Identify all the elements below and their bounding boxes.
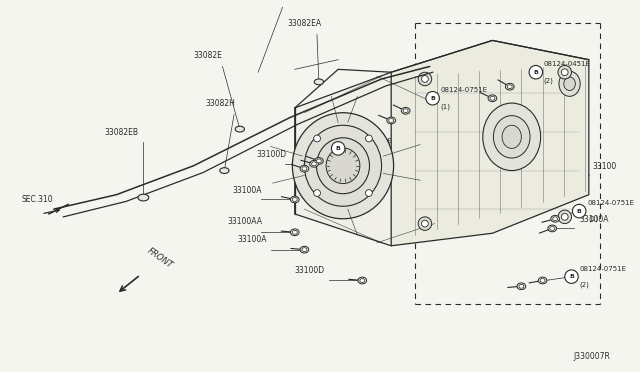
Ellipse shape <box>292 198 297 201</box>
Circle shape <box>314 135 321 142</box>
Ellipse shape <box>548 225 557 232</box>
Ellipse shape <box>551 215 559 222</box>
Ellipse shape <box>559 71 580 96</box>
Ellipse shape <box>310 160 318 167</box>
Text: (2): (2) <box>579 282 589 288</box>
Text: B: B <box>430 96 435 101</box>
Text: B: B <box>569 274 574 279</box>
Ellipse shape <box>326 148 360 184</box>
Text: 33082EB: 33082EB <box>104 128 138 137</box>
Ellipse shape <box>360 279 365 282</box>
Ellipse shape <box>292 113 394 219</box>
Ellipse shape <box>387 117 396 124</box>
Text: 33100A: 33100A <box>579 215 609 224</box>
Circle shape <box>422 220 428 227</box>
Ellipse shape <box>358 277 367 284</box>
Circle shape <box>558 210 572 224</box>
Circle shape <box>314 190 321 196</box>
Polygon shape <box>391 41 589 246</box>
Ellipse shape <box>553 217 557 221</box>
Ellipse shape <box>314 158 323 164</box>
Circle shape <box>418 72 432 86</box>
Text: FRONT: FRONT <box>145 246 174 270</box>
Circle shape <box>529 65 543 79</box>
Circle shape <box>558 65 572 79</box>
Text: (1): (1) <box>346 153 356 160</box>
Ellipse shape <box>302 167 307 171</box>
Text: 33100AA: 33100AA <box>227 218 262 227</box>
Ellipse shape <box>493 116 530 158</box>
Circle shape <box>332 142 345 155</box>
Ellipse shape <box>300 165 308 172</box>
Circle shape <box>572 204 586 218</box>
Ellipse shape <box>305 125 381 206</box>
Text: 08124-0451E: 08124-0451E <box>346 138 393 144</box>
Text: 08124-0751E: 08124-0751E <box>579 266 626 272</box>
Ellipse shape <box>488 95 497 102</box>
Text: (2): (2) <box>543 77 554 84</box>
Ellipse shape <box>508 85 512 89</box>
Ellipse shape <box>312 162 316 166</box>
Ellipse shape <box>388 119 394 122</box>
Text: 33100: 33100 <box>593 161 617 171</box>
Text: B: B <box>533 70 538 75</box>
Circle shape <box>422 76 428 82</box>
Text: 08124-0751E: 08124-0751E <box>588 200 635 206</box>
Ellipse shape <box>302 248 307 251</box>
Circle shape <box>365 135 372 142</box>
Ellipse shape <box>540 279 545 282</box>
Circle shape <box>418 217 432 230</box>
Ellipse shape <box>401 108 410 114</box>
Ellipse shape <box>292 230 297 234</box>
Ellipse shape <box>316 159 321 163</box>
Text: 08124-0451E: 08124-0451E <box>543 61 591 67</box>
Text: B: B <box>336 146 340 151</box>
Ellipse shape <box>220 168 229 173</box>
Ellipse shape <box>291 229 299 235</box>
Text: SEC.310: SEC.310 <box>22 195 53 204</box>
Text: 33082EA: 33082EA <box>287 19 321 28</box>
Circle shape <box>564 270 579 283</box>
Ellipse shape <box>235 126 244 132</box>
Text: 33100A: 33100A <box>232 186 262 195</box>
Text: 33100A: 33100A <box>237 235 266 244</box>
Ellipse shape <box>291 196 299 203</box>
Circle shape <box>561 214 568 220</box>
Text: J330007R: J330007R <box>573 352 610 360</box>
Ellipse shape <box>517 283 525 290</box>
Text: (1): (1) <box>588 216 598 222</box>
Ellipse shape <box>316 138 369 194</box>
Text: 33100D: 33100D <box>256 150 286 159</box>
Text: 33100D: 33100D <box>295 266 325 275</box>
Circle shape <box>561 69 568 76</box>
Circle shape <box>365 190 372 196</box>
Circle shape <box>426 92 440 105</box>
Ellipse shape <box>403 109 408 113</box>
Ellipse shape <box>138 194 148 201</box>
Ellipse shape <box>502 125 522 148</box>
Text: B: B <box>577 209 582 214</box>
Ellipse shape <box>490 96 495 100</box>
Ellipse shape <box>564 77 575 90</box>
Ellipse shape <box>538 277 547 284</box>
Ellipse shape <box>483 103 541 171</box>
Ellipse shape <box>314 79 323 85</box>
Text: (1): (1) <box>440 103 451 110</box>
Ellipse shape <box>506 83 514 90</box>
Polygon shape <box>295 72 442 246</box>
Text: 33082H: 33082H <box>205 99 236 108</box>
Ellipse shape <box>550 227 555 230</box>
Ellipse shape <box>519 284 524 288</box>
Ellipse shape <box>300 246 308 253</box>
Text: 08124-0751E: 08124-0751E <box>440 87 488 93</box>
Text: 33082E: 33082E <box>193 51 223 60</box>
